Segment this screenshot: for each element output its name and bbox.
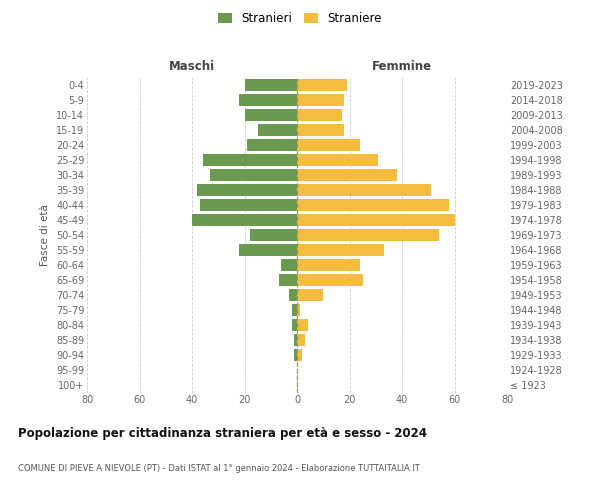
Bar [297, 334, 305, 345]
Bar [297, 124, 344, 136]
Bar [245, 80, 297, 90]
Bar [295, 350, 297, 360]
Bar [289, 290, 297, 300]
Bar [297, 260, 360, 270]
Bar [203, 154, 297, 166]
Text: COMUNE DI PIEVE A NIEVOLE (PT) - Dati ISTAT al 1° gennaio 2024 - Elaborazione TU: COMUNE DI PIEVE A NIEVOLE (PT) - Dati IS… [18, 464, 420, 473]
Bar [278, 274, 297, 285]
Bar [211, 170, 297, 180]
Bar [297, 214, 455, 226]
Bar [257, 124, 297, 136]
Text: Femmine: Femmine [372, 60, 432, 72]
Bar [239, 244, 297, 256]
Bar [297, 154, 379, 166]
Bar [281, 260, 297, 270]
Bar [197, 184, 297, 196]
Bar [200, 200, 297, 210]
Bar [297, 274, 362, 285]
Bar [297, 290, 323, 300]
Bar [295, 334, 297, 345]
Bar [297, 80, 347, 90]
Bar [247, 140, 297, 150]
Bar [297, 94, 344, 106]
Bar [192, 214, 297, 226]
Y-axis label: Fasce di età: Fasce di età [40, 204, 50, 266]
Bar [297, 110, 341, 120]
Bar [245, 110, 297, 120]
Text: Popolazione per cittadinanza straniera per età e sesso - 2024: Popolazione per cittadinanza straniera p… [18, 428, 427, 440]
Bar [297, 184, 431, 196]
Bar [297, 304, 299, 316]
Bar [292, 320, 297, 330]
Bar [297, 140, 360, 150]
Bar [292, 304, 297, 316]
Bar [250, 230, 297, 240]
Bar [297, 230, 439, 240]
Text: Maschi: Maschi [169, 60, 215, 72]
Bar [297, 200, 449, 210]
Bar [239, 94, 297, 106]
Bar [297, 170, 397, 180]
Legend: Stranieri, Straniere: Stranieri, Straniere [214, 8, 386, 28]
Bar [297, 350, 302, 360]
Bar [297, 244, 383, 256]
Bar [297, 320, 308, 330]
